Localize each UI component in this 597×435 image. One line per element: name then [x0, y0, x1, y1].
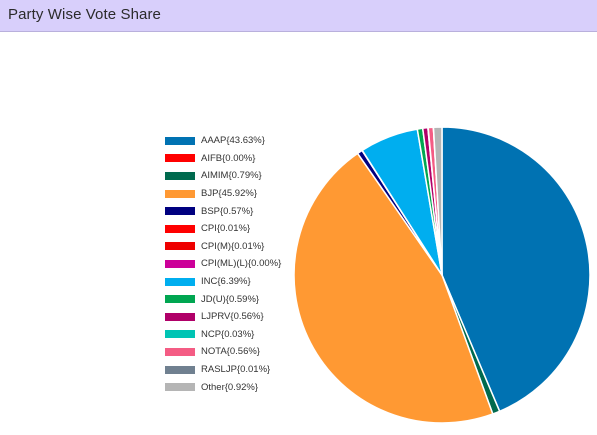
legend-item[interactable]: LJPRV{0.56%} [165, 308, 295, 326]
legend-item[interactable]: RASLJP{0.01%} [165, 361, 295, 379]
legend-label: CPI(M){0.01%} [201, 240, 265, 252]
legend-item[interactable]: Other{0.92%} [165, 378, 295, 396]
legend-label: BJP{45.92%} [201, 188, 257, 200]
legend-label: NCP{0.03%} [201, 328, 255, 340]
legend-swatch [165, 207, 195, 216]
legend-label: Other{0.92%} [201, 381, 259, 393]
legend-label: INC{6.39%} [201, 276, 251, 288]
legend-item[interactable]: CPI{0.01%} [165, 220, 295, 238]
pie-slice[interactable] [441, 126, 591, 413]
legend-label: NOTA{0.56%} [201, 346, 260, 358]
chart-header-title: Party Wise Vote Share [8, 6, 162, 23]
legend-label: AAAP{43.63%} [201, 135, 265, 147]
legend-item[interactable]: CPI(M){0.01%} [165, 238, 295, 256]
pie-slice[interactable] [293, 152, 494, 424]
legend-item[interactable]: INC{6.39%} [165, 273, 295, 291]
legend-swatch [165, 136, 195, 145]
legend-item[interactable]: AAAP{43.63%} [165, 132, 295, 150]
legend-label: AIFB{0.00%} [201, 152, 256, 164]
legend-swatch [165, 259, 195, 268]
legend-item[interactable]: NCP{0.03%} [165, 326, 295, 344]
chart-legend: AAAP{43.63%} AIFB{0.00%} AIMIM{0.79%} BJP{4… [165, 132, 295, 396]
legend-swatch [165, 224, 195, 233]
legend-item[interactable]: NOTA{0.56%} [165, 343, 295, 361]
legend-swatch [165, 365, 195, 374]
legend-swatch [165, 330, 195, 339]
legend-item[interactable]: JD(U){0.59%} [165, 290, 295, 308]
chart-header: Party Wise Vote Share [0, 0, 597, 32]
legend-swatch [165, 312, 195, 321]
legend-swatch [165, 189, 195, 198]
legend-swatch [165, 295, 195, 304]
legend-item[interactable]: BSP{0.57%} [165, 202, 295, 220]
legend-label: CPI(ML)(L){0.00%} [201, 258, 282, 270]
legend-label: JD(U){0.59%} [201, 293, 260, 305]
legend-label: RASLJP{0.01%} [201, 364, 271, 376]
legend-swatch [165, 383, 195, 392]
legend-item[interactable]: AIFB{0.00%} [165, 150, 295, 168]
legend-swatch [165, 242, 195, 251]
legend-swatch [165, 154, 195, 163]
legend-label: LJPRV{0.56%} [201, 311, 264, 323]
legend-swatch [165, 277, 195, 286]
legend-swatch [165, 347, 195, 356]
legend-label: BSP{0.57%} [201, 205, 254, 217]
legend-item[interactable]: CPI(ML)(L){0.00%} [165, 255, 295, 273]
legend-item[interactable]: AIMIM{0.79%} [165, 167, 295, 185]
legend-swatch [165, 171, 195, 180]
legend-label: CPI{0.01%} [201, 223, 251, 235]
legend-label: AIMIM{0.79%} [201, 170, 262, 182]
legend-item[interactable]: BJP{45.92%} [165, 185, 295, 203]
pie-slice[interactable] [432, 126, 443, 276]
